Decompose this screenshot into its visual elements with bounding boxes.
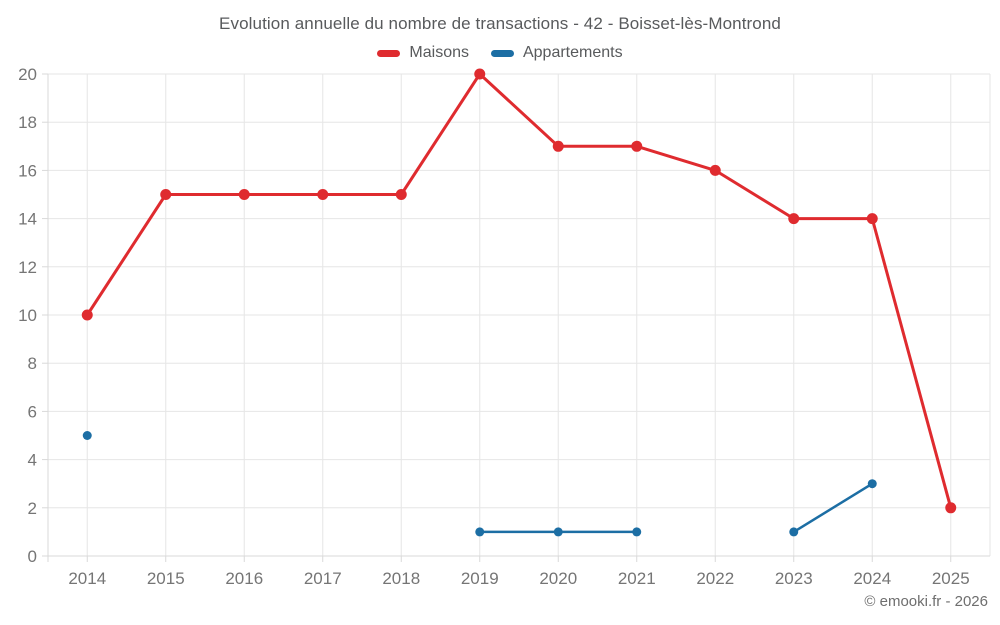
x-tick-label: 2024 <box>853 569 891 588</box>
y-tick-label: 18 <box>18 113 37 132</box>
x-tick-label: 2016 <box>225 569 263 588</box>
legend-label-maisons: Maisons <box>409 44 469 61</box>
x-tick-label: 2019 <box>461 569 499 588</box>
legend-swatch-maisons <box>377 49 401 57</box>
appartements-point <box>789 527 799 537</box>
maisons-point <box>866 213 878 225</box>
y-tick-label: 14 <box>18 210 37 229</box>
maisons-point <box>945 502 957 514</box>
x-tick-label: 2021 <box>618 569 656 588</box>
chart-title: Evolution annuelle du nombre de transact… <box>219 14 781 33</box>
maisons-point <box>317 189 329 200</box>
maisons-point <box>788 213 800 225</box>
appartements-line <box>792 482 874 534</box>
x-tick-label: 2017 <box>304 569 342 588</box>
y-tick-label: 4 <box>28 451 37 470</box>
maisons-line <box>85 72 953 510</box>
y-tick-label: 12 <box>18 258 37 277</box>
maisons-point <box>631 140 643 152</box>
y-tick-label: 6 <box>28 402 37 421</box>
y-tick-label: 0 <box>28 547 37 566</box>
y-tick-label: 8 <box>28 354 37 373</box>
chart-legend: Maisons Appartements <box>0 44 1000 62</box>
x-tick-label: 2025 <box>932 569 970 588</box>
x-tick-label: 2014 <box>68 569 106 588</box>
maisons-point <box>709 164 721 176</box>
maisons-point <box>552 140 564 152</box>
legend-item-maisons[interactable]: Maisons <box>377 44 469 62</box>
y-tick-label: 20 <box>18 65 37 84</box>
maisons-point <box>474 68 486 80</box>
appartements-point <box>553 527 563 537</box>
y-tick-label: 10 <box>18 306 37 325</box>
legend-item-appartements[interactable]: Appartements <box>490 44 623 62</box>
maisons-point <box>81 309 93 321</box>
x-tick-label: 2018 <box>382 569 420 588</box>
appartements-point <box>475 527 485 537</box>
x-tick-label: 2022 <box>696 569 734 588</box>
legend-label-appartements: Appartements <box>522 44 623 61</box>
appartements-point <box>82 431 92 440</box>
appartements-point <box>632 527 642 537</box>
maisons-point <box>395 189 407 200</box>
x-tick-label: 2020 <box>539 569 577 588</box>
x-tick-label: 2015 <box>147 569 185 588</box>
maisons-point <box>160 189 172 200</box>
maisons-point <box>238 189 250 200</box>
x-tick-label: 2023 <box>775 569 813 588</box>
y-tick-label: 2 <box>28 499 37 518</box>
y-tick-label: 16 <box>18 161 37 180</box>
appartements-point <box>867 479 877 489</box>
legend-swatch-appartements <box>490 49 514 57</box>
copyright-credit: © emooki.fr - 2026 <box>864 593 988 610</box>
